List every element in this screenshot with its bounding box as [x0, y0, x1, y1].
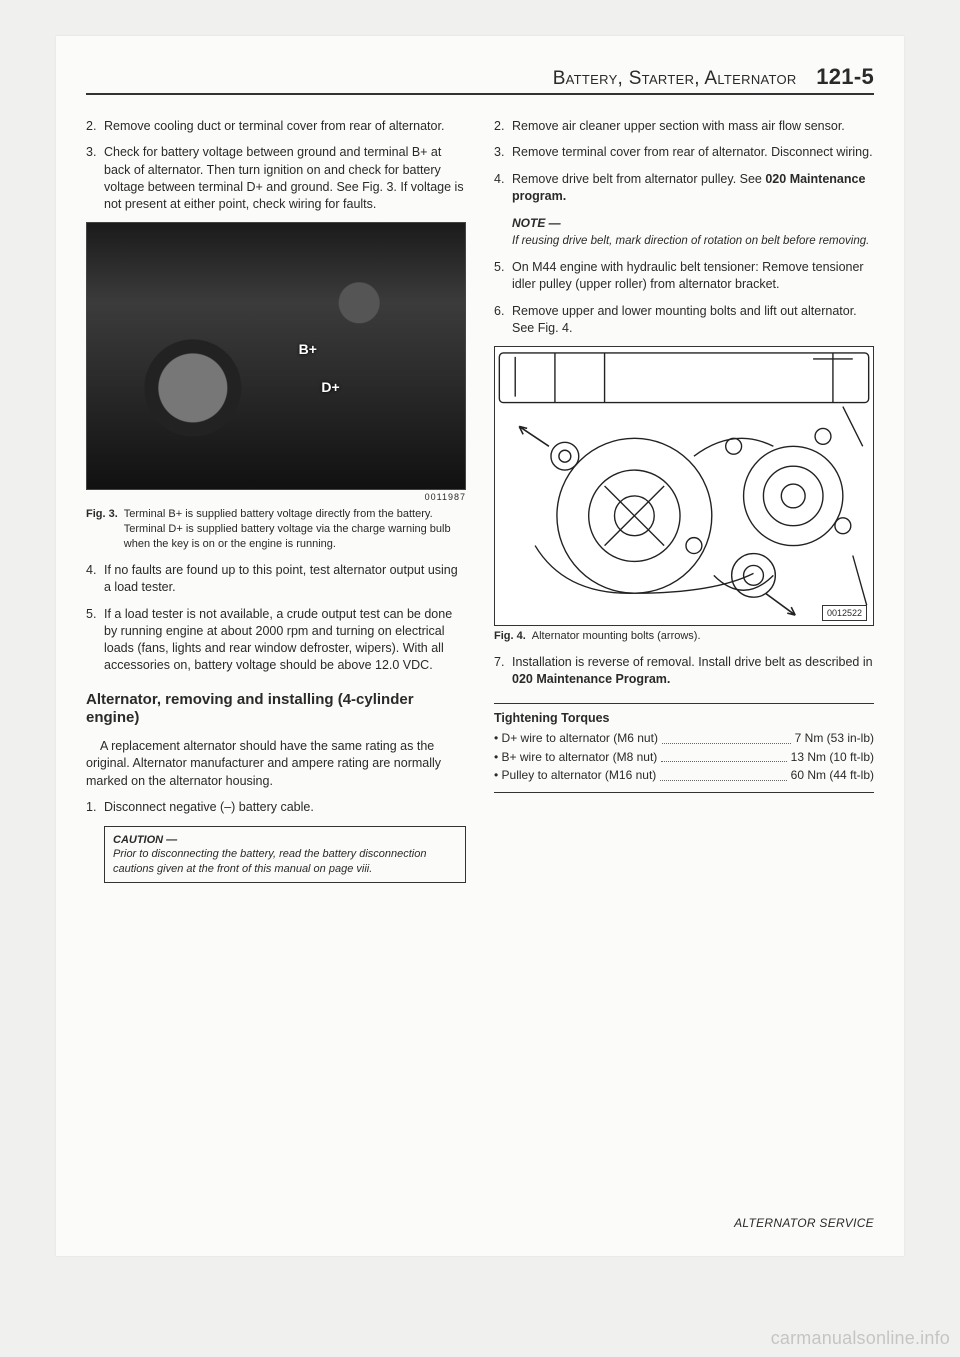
step-number: 1. [86, 799, 104, 816]
note-heading: NOTE — [512, 215, 874, 232]
left-step-1-disconnect: 1. Disconnect negative (–) battery cable… [86, 799, 466, 816]
diagram-svg [495, 347, 873, 625]
figure-label: Fig. 3. [86, 507, 118, 553]
step-text: Remove cooling duct or terminal cover fr… [104, 118, 466, 135]
step-number: 4. [494, 171, 512, 206]
torque-list: D+ wire to alternator (M6 nut) 7 Nm (53 … [494, 730, 874, 784]
dot-leader [662, 730, 791, 744]
step-text-bold: 020 Maintenance Program. [512, 672, 670, 686]
right-step-2: 2. Remove air cleaner upper section with… [494, 118, 874, 135]
step-text-part: Remove drive belt from alternator pulley… [512, 172, 765, 186]
step-number: 5. [494, 259, 512, 294]
paragraph-replacement-rating: A replacement alternator should have the… [86, 738, 466, 790]
figure-text: Alternator mounting bolts (arrows). [532, 629, 874, 644]
right-step-4: 4. Remove drive belt from alternator pul… [494, 171, 874, 206]
right-step-6: 6. Remove upper and lower mounting bolts… [494, 303, 874, 338]
page-footer: ALTERNATOR SERVICE [734, 1216, 874, 1230]
left-step-4: 4. If no faults are found up to this poi… [86, 562, 466, 597]
photo-label-d-plus: D+ [321, 378, 339, 397]
right-step-3: 3. Remove terminal cover from rear of al… [494, 144, 874, 161]
diagram-ref-number: 0012522 [822, 605, 867, 621]
step-text: Disconnect negative (–) battery cable. [104, 799, 466, 816]
right-column: 2. Remove air cleaner upper section with… [494, 109, 874, 883]
step-number: 5. [86, 606, 104, 675]
left-step-3: 3. Check for battery voltage between gro… [86, 144, 466, 213]
figure-text: Terminal B+ is supplied battery voltage … [124, 507, 466, 553]
torque-value: 60 Nm (44 ft-lb) [791, 767, 874, 784]
torque-label: Pulley to alternator (M16 nut) [494, 767, 656, 784]
manual-page: Battery, Starter, Alternator 121-5 2. Re… [56, 36, 904, 1256]
figure-3-caption: Fig. 3. Terminal B+ is supplied battery … [86, 507, 466, 553]
left-step-5: 5. If a load tester is not available, a … [86, 606, 466, 675]
two-column-layout: 2. Remove cooling duct or terminal cover… [86, 109, 874, 883]
caution-box: CAUTION — Prior to disconnecting the bat… [104, 826, 466, 883]
note-body: If reusing drive belt, mark direction of… [512, 234, 874, 250]
step-text: Remove terminal cover from rear of alter… [512, 144, 874, 161]
torque-label: D+ wire to alternator (M6 nut) [494, 730, 658, 747]
header-section: Battery, Starter, Alternator [553, 68, 797, 89]
header-page-number: 121-5 [816, 64, 874, 89]
step-number: 7. [494, 654, 512, 689]
torque-label: B+ wire to alternator (M8 nut) [494, 749, 657, 766]
alternator-diagram: 0012522 [494, 346, 874, 626]
caution-body: Prior to disconnecting the battery, read… [113, 847, 457, 876]
dot-leader [660, 767, 786, 781]
watermark: carmanualsonline.info [771, 1328, 950, 1349]
page-header: Battery, Starter, Alternator 121-5 [86, 64, 874, 95]
tightening-torques-table: Tightening Torques D+ wire to alternator… [494, 703, 874, 793]
right-step-7: 7. Installation is reverse of removal. I… [494, 654, 874, 689]
step-text: On M44 engine with hydraulic belt tensio… [512, 259, 874, 294]
torque-title: Tightening Torques [494, 710, 874, 727]
left-column: 2. Remove cooling duct or terminal cover… [86, 109, 466, 883]
alternator-photo: B+ D+ [86, 222, 466, 490]
step-text: Remove upper and lower mounting bolts an… [512, 303, 874, 338]
section-heading-alternator-4cyl: Alternator, removing and installing (4-c… [86, 691, 466, 729]
step-text: Remove drive belt from alternator pulley… [512, 171, 874, 206]
step-text: Remove air cleaner upper section with ma… [512, 118, 874, 135]
step-text: Installation is reverse of removal. Inst… [512, 654, 874, 689]
left-step-2: 2. Remove cooling duct or terminal cover… [86, 118, 466, 135]
figure-4-caption: Fig. 4. Alternator mounting bolts (arrow… [494, 629, 874, 644]
step-number: 3. [494, 144, 512, 161]
torque-row: Pulley to alternator (M16 nut) 60 Nm (44… [494, 767, 874, 784]
torque-value: 13 Nm (10 ft-lb) [791, 749, 874, 766]
figure-label: Fig. 4. [494, 629, 526, 644]
step-number: 2. [494, 118, 512, 135]
step-number: 4. [86, 562, 104, 597]
step-text: If a load tester is not available, a cru… [104, 606, 466, 675]
caution-heading: CAUTION — [113, 833, 457, 847]
step-text-part: Installation is reverse of removal. Inst… [512, 655, 873, 669]
step-number: 3. [86, 144, 104, 213]
torque-value: 7 Nm (53 in-lb) [795, 730, 874, 747]
step-text: Check for battery voltage between ground… [104, 144, 466, 213]
step-number: 2. [86, 118, 104, 135]
photo-ref-number: 0011987 [86, 491, 466, 503]
dot-leader [661, 749, 786, 763]
note-block: NOTE — If reusing drive belt, mark direc… [512, 215, 874, 249]
step-number: 6. [494, 303, 512, 338]
torque-row: B+ wire to alternator (M8 nut) 13 Nm (10… [494, 749, 874, 766]
step-text: If no faults are found up to this point,… [104, 562, 466, 597]
photo-label-b-plus: B+ [299, 340, 317, 359]
right-step-5: 5. On M44 engine with hydraulic belt ten… [494, 259, 874, 294]
torque-row: D+ wire to alternator (M6 nut) 7 Nm (53 … [494, 730, 874, 747]
